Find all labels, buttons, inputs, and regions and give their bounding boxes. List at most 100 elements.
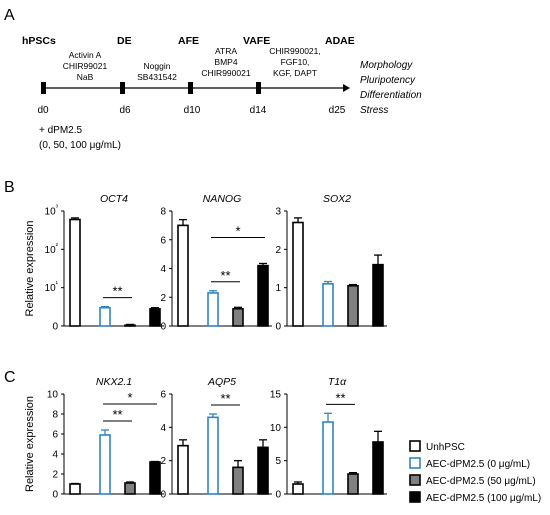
factor-text: BMP4 bbox=[214, 57, 237, 67]
assay-label: Differentiation bbox=[360, 90, 422, 101]
y-tick-label: 0 bbox=[52, 490, 58, 501]
legend: UnhPSC AEC-dPM2.5 (0 μg/mL) AEC-dPM2.5 (50… bbox=[409, 440, 541, 504]
day-label: d0 bbox=[37, 105, 49, 116]
significance-marker: * bbox=[127, 390, 132, 405]
bar bbox=[257, 446, 269, 495]
y-tick-label: 6 bbox=[160, 390, 166, 401]
factor-text: SB431542 bbox=[137, 72, 177, 82]
stage-label: DE bbox=[117, 35, 132, 47]
y-tick-label: 8 bbox=[160, 207, 166, 218]
chart-title: SOX2 bbox=[323, 193, 351, 205]
bar bbox=[124, 482, 136, 495]
significance-marker: ** bbox=[112, 407, 122, 422]
bar bbox=[347, 473, 359, 495]
legend-swatch bbox=[409, 457, 421, 469]
timeline-marker bbox=[188, 82, 193, 94]
bar bbox=[177, 444, 189, 495]
bar bbox=[232, 466, 244, 495]
legend-swatch bbox=[409, 440, 421, 452]
timeline-arrowhead bbox=[343, 84, 350, 92]
timeline-marker bbox=[120, 82, 125, 94]
y-tick-label: 0 bbox=[160, 322, 166, 333]
panel-label-b: B bbox=[4, 179, 15, 196]
bar bbox=[322, 421, 334, 495]
timeline: hPSCs DE AFE VAFE ADAE Activin A CHIR990… bbox=[22, 35, 422, 151]
day-label: d6 bbox=[119, 105, 131, 116]
chart-0: OCT4 0 10¹ 10² 10³ Relative expression ** bbox=[24, 193, 164, 333]
bar bbox=[207, 416, 219, 495]
y-tick-label: 10 bbox=[270, 423, 282, 434]
legend-label: UnhPSC bbox=[426, 442, 465, 453]
bar bbox=[372, 441, 384, 495]
y-tick-label: 15 bbox=[270, 390, 282, 401]
chart-2: SOX2 0 1 2 3 bbox=[275, 193, 387, 333]
chart-5: T1α 0 5 10 15 ** bbox=[270, 376, 387, 501]
factor-text: ATRA bbox=[215, 46, 237, 56]
factor-text: Activin A bbox=[69, 50, 102, 60]
bar bbox=[257, 264, 269, 327]
factor-text: CHIR99021 bbox=[63, 61, 108, 71]
legend-swatch bbox=[409, 491, 421, 503]
bar bbox=[232, 307, 244, 327]
bar bbox=[207, 292, 219, 327]
bar bbox=[292, 483, 304, 495]
legend-label: AEC-dPM2.5 (100 μg/mL) bbox=[426, 493, 541, 504]
y-tick-label: 4 bbox=[160, 264, 166, 275]
y-tick-label: 10 bbox=[47, 390, 59, 401]
chart-title: NKX2.1 bbox=[96, 376, 132, 388]
stage-label: VAFE bbox=[243, 35, 270, 47]
bar bbox=[372, 263, 384, 327]
significance-marker: ** bbox=[220, 268, 230, 283]
y-axis-label: Relative expression bbox=[24, 221, 36, 317]
bar bbox=[124, 324, 136, 327]
legend-swatch bbox=[409, 474, 421, 486]
y-tick-label: 0 bbox=[52, 322, 58, 333]
panel-label-c: C bbox=[4, 369, 16, 386]
panel-label-a: A bbox=[4, 7, 15, 24]
bar bbox=[322, 283, 334, 327]
y-tick-label: 5 bbox=[275, 456, 281, 467]
significance-marker: ** bbox=[112, 284, 122, 299]
factor-text: NaB bbox=[77, 72, 94, 82]
chart-title: AQP5 bbox=[207, 376, 236, 388]
y-tick-label: 1 bbox=[275, 283, 281, 294]
bar bbox=[69, 483, 81, 495]
y-tick-label: 6 bbox=[160, 235, 166, 246]
y-axis-label: Relative expression bbox=[24, 396, 36, 492]
y-tick-label: 2 bbox=[160, 293, 166, 304]
y-tick-label: 2 bbox=[160, 456, 166, 467]
chart-title: OCT4 bbox=[100, 193, 128, 205]
y-tick-label: 8 bbox=[52, 410, 58, 421]
y-tick-label: 10² bbox=[45, 243, 59, 256]
assay-label: Morphology bbox=[360, 60, 413, 71]
y-tick-label: 10¹ bbox=[45, 281, 59, 294]
factor-text: KGF, DAPT bbox=[273, 68, 317, 78]
factor-text: Noggin bbox=[144, 61, 171, 71]
y-tick-label: 3 bbox=[275, 207, 281, 218]
bar-charts: OCT4 0 10¹ 10² 10³ Relative expression ** NANOG… bbox=[24, 193, 387, 501]
y-tick-label: 2 bbox=[275, 245, 281, 256]
timeline-marker bbox=[256, 82, 261, 94]
legend-label: AEC-dPM2.5 (0 μg/mL) bbox=[426, 459, 530, 470]
assay-label: Stress bbox=[360, 105, 388, 116]
bar bbox=[347, 284, 359, 327]
bar bbox=[177, 224, 189, 327]
treatment-label: + dPM2.5 bbox=[39, 125, 83, 136]
y-tick-label: 6 bbox=[52, 430, 58, 441]
treatment-label: (0, 50, 100 μg/mL) bbox=[39, 140, 121, 151]
timeline-marker bbox=[41, 82, 46, 94]
y-tick-label: 4 bbox=[52, 450, 58, 461]
day-label: d14 bbox=[250, 105, 267, 116]
factor-text: FGF10, bbox=[281, 57, 310, 67]
factor-text: CHIR990021 bbox=[201, 68, 250, 78]
bar bbox=[69, 218, 81, 327]
y-tick-label: 10³ bbox=[45, 205, 59, 218]
stage-label: hPSCs bbox=[22, 35, 56, 47]
chart-title: NANOG bbox=[203, 193, 242, 205]
y-tick-label: 0 bbox=[160, 490, 166, 501]
y-tick-label: 2 bbox=[52, 470, 58, 481]
y-tick-label: 0 bbox=[275, 322, 281, 333]
legend-label: AEC-dPM2.5 (50 μg/mL) bbox=[426, 476, 536, 487]
